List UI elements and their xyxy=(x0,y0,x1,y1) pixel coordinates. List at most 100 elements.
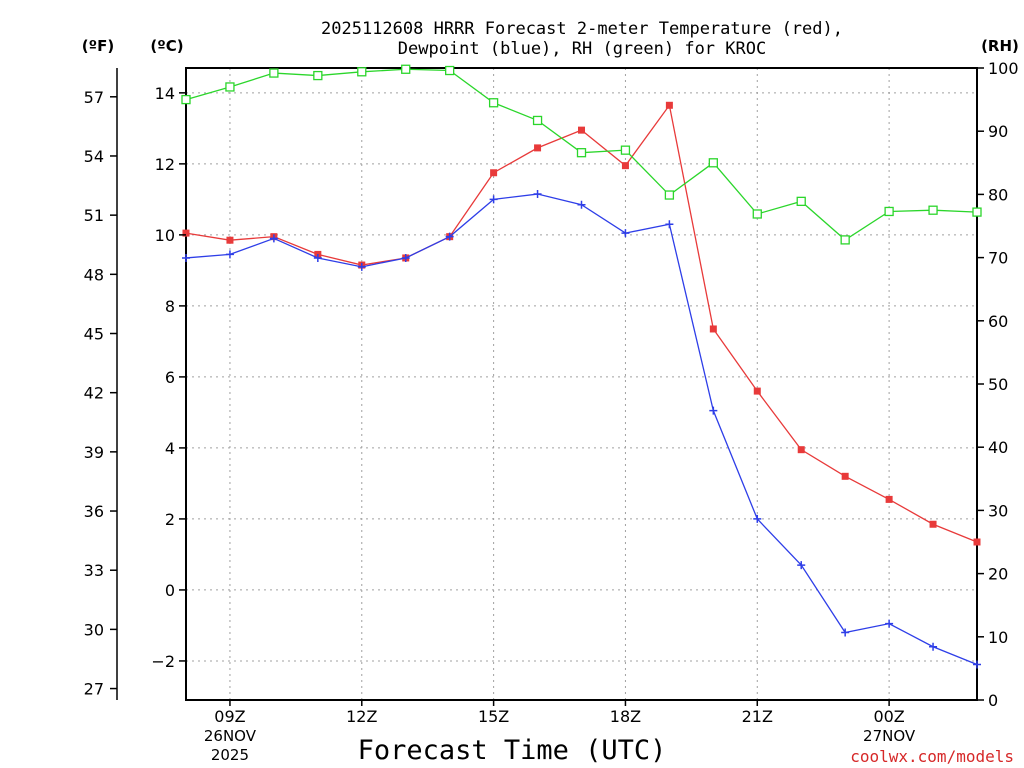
rh-point xyxy=(313,70,323,81)
rh-point xyxy=(576,148,587,158)
dewpoint-point xyxy=(753,514,762,523)
grid-lines xyxy=(186,68,977,700)
temperature-point xyxy=(885,495,893,503)
celsius-tick-label: 4 xyxy=(165,439,175,458)
dewpoint-point xyxy=(357,262,366,271)
rh-tick-label: 30 xyxy=(988,501,1008,520)
x-tick-label: 18Z xyxy=(610,707,641,726)
rh-point xyxy=(488,98,499,108)
plot-frame xyxy=(185,67,978,701)
fahrenheit-tick-label: 54 xyxy=(84,147,104,166)
fahrenheit-tick-label: 33 xyxy=(84,561,104,580)
temperature-point xyxy=(797,446,805,454)
fahrenheit-tick-label: 48 xyxy=(84,265,104,284)
dewpoint-point xyxy=(489,195,498,204)
celsius-tick-label: 8 xyxy=(165,297,175,316)
temperature-point xyxy=(665,101,673,109)
x-date-label: 27NOV xyxy=(863,727,916,745)
rh-point xyxy=(225,82,235,92)
fahrenheit-tick-label: 51 xyxy=(84,206,104,225)
fahrenheit-unit-label: (ºF) xyxy=(82,37,114,55)
rh-tick-label: 0 xyxy=(988,691,998,710)
dewpoint-point xyxy=(841,628,850,637)
celsius-tick-label: 12 xyxy=(155,155,175,174)
temperature-point xyxy=(929,520,937,528)
rh-point xyxy=(752,209,762,219)
celsius-unit-label: (ºC) xyxy=(150,37,183,55)
rh-tick-label: 100 xyxy=(988,59,1019,78)
rh-point xyxy=(796,196,806,207)
fahrenheit-tick-label: 57 xyxy=(84,88,104,107)
rh-point xyxy=(972,207,982,217)
rh-point xyxy=(840,235,850,245)
x-axis-title: Forecast Time (UTC) xyxy=(358,735,667,766)
celsius-tick-label: 0 xyxy=(165,581,175,600)
rh-tick-label: 40 xyxy=(988,438,1008,457)
x-tick-label: 12Z xyxy=(346,707,377,726)
dewpoint-point xyxy=(885,619,894,628)
dewpoint-point xyxy=(929,642,938,651)
rh-tick-label: 60 xyxy=(988,312,1008,331)
celsius-tick-label: 6 xyxy=(165,368,175,387)
dewpoint-point xyxy=(665,220,674,229)
chart-title-line-2: Dewpoint (blue), RH (green) for KROC xyxy=(398,39,766,59)
dewpoint-line xyxy=(185,193,978,666)
rh-point xyxy=(357,67,367,77)
rh-tick-label: 50 xyxy=(988,375,1008,394)
temperature-point xyxy=(841,472,849,480)
fahrenheit-tick-label: 30 xyxy=(84,620,104,639)
rh-point xyxy=(269,68,279,78)
rh-unit-label: (RH) xyxy=(981,37,1019,55)
temperature-point xyxy=(753,387,761,395)
temperature-point xyxy=(709,325,717,333)
rh-tick-label: 70 xyxy=(988,249,1008,268)
dewpoint-point xyxy=(225,250,234,259)
rh-tick-label: 90 xyxy=(988,122,1008,141)
temperature-line xyxy=(185,103,978,543)
x-year-label: 2025 xyxy=(211,746,249,764)
temperature-point xyxy=(621,162,629,170)
temperature-point xyxy=(973,538,981,546)
fahrenheit-tick-label: 45 xyxy=(84,325,104,344)
dewpoint-point xyxy=(621,229,630,238)
rh-point xyxy=(181,94,191,105)
rh-tick-label: 80 xyxy=(988,185,1008,204)
dewpoint-point xyxy=(533,190,542,199)
celsius-tick-label: −2 xyxy=(151,652,175,671)
temperature-point xyxy=(534,144,542,152)
rh-point xyxy=(928,205,938,215)
temperature-point xyxy=(226,236,234,244)
temperature-point xyxy=(182,229,190,237)
rh-point xyxy=(664,190,675,200)
dewpoint-point xyxy=(797,561,806,570)
celsius-tick-label: 14 xyxy=(155,84,175,103)
data-series xyxy=(181,64,982,669)
x-date-label: 26NOV xyxy=(204,727,257,745)
dewpoint-point xyxy=(445,232,454,241)
x-tick-label: 00Z xyxy=(873,707,904,726)
rh-point xyxy=(884,206,894,217)
dewpoint-point xyxy=(709,406,718,415)
dewpoint-point xyxy=(313,253,322,262)
celsius-tick-label: 2 xyxy=(165,510,175,529)
rh-point xyxy=(620,145,631,155)
celsius-tick-label: 10 xyxy=(155,226,175,245)
x-tick-label: 15Z xyxy=(478,707,509,726)
x-tick-label: 21Z xyxy=(742,707,773,726)
rh-point xyxy=(401,64,411,74)
dewpoint-point xyxy=(577,200,586,209)
dewpoint-point xyxy=(973,660,981,669)
dewpoint-point xyxy=(269,234,278,243)
rh-point xyxy=(708,158,718,168)
temperature-point xyxy=(578,126,585,134)
temperature-point xyxy=(490,169,498,177)
fahrenheit-tick-label: 42 xyxy=(84,384,104,403)
fahrenheit-tick-label: 39 xyxy=(84,443,104,462)
chart-title-line-1: 2025112608 HRRR Forecast 2-meter Tempera… xyxy=(321,19,843,39)
fahrenheit-tick-label: 36 xyxy=(84,502,104,521)
rh-tick-label: 20 xyxy=(988,565,1008,584)
dewpoint-point xyxy=(401,253,410,262)
x-tick-label: 09Z xyxy=(214,707,245,726)
dewpoint-point xyxy=(182,253,190,262)
